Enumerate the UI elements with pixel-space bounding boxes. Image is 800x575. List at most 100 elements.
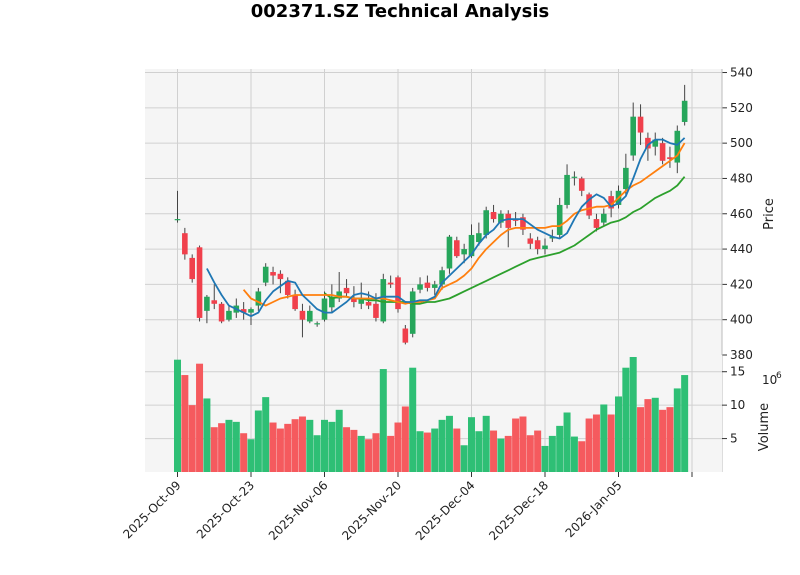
candle-body bbox=[608, 196, 614, 209]
volume-bar bbox=[379, 369, 387, 472]
candle-body bbox=[189, 257, 195, 280]
volume-bar bbox=[615, 396, 622, 472]
candle-body bbox=[174, 219, 181, 221]
volume-bar bbox=[651, 397, 659, 472]
volume-bar bbox=[254, 410, 262, 472]
volume-bar bbox=[276, 428, 284, 472]
volume-bar bbox=[174, 359, 181, 472]
volume-bar bbox=[306, 419, 314, 472]
volume-bar bbox=[497, 438, 505, 472]
candle-body bbox=[601, 213, 607, 223]
volume-bar bbox=[203, 398, 211, 472]
candle-body bbox=[667, 157, 673, 160]
volume-bar bbox=[394, 422, 402, 472]
candle-body bbox=[490, 212, 497, 220]
volume-bar bbox=[512, 418, 520, 472]
candle-body bbox=[483, 210, 489, 235]
volume-bar bbox=[475, 431, 483, 472]
candle-body bbox=[527, 238, 534, 244]
x-tick-label: 2025-Dec-18 bbox=[486, 478, 551, 543]
candle-body bbox=[358, 298, 365, 304]
price-tick-label: 460 bbox=[730, 207, 753, 221]
volume-bar bbox=[563, 412, 571, 472]
volume-exponent-base: 10 bbox=[762, 373, 777, 387]
volume-bar bbox=[622, 367, 630, 472]
candle-body bbox=[248, 309, 254, 313]
volume-bar bbox=[313, 435, 321, 472]
candle-body bbox=[498, 213, 504, 223]
volume-bar bbox=[592, 414, 600, 472]
volume-bar bbox=[372, 433, 380, 472]
candle-body bbox=[446, 236, 453, 269]
volume-bar bbox=[298, 416, 306, 472]
volume-bar bbox=[240, 433, 248, 472]
price-tick-label: 540 bbox=[730, 66, 753, 80]
volume-bar bbox=[534, 430, 542, 472]
volume-bar bbox=[387, 435, 395, 472]
price-tick-label: 440 bbox=[730, 242, 753, 256]
chart-title: 002371.SZ Technical Analysis bbox=[251, 1, 549, 22]
ma-long-line bbox=[323, 176, 686, 305]
candle-body bbox=[593, 219, 600, 228]
candle-body bbox=[468, 234, 475, 257]
volume-bar bbox=[416, 431, 424, 472]
candle-body bbox=[402, 328, 409, 343]
volume-bar bbox=[629, 357, 637, 472]
candle-body bbox=[586, 194, 592, 216]
candle-body bbox=[645, 137, 651, 149]
candle-body bbox=[439, 270, 445, 285]
candle-body bbox=[476, 233, 482, 243]
candle-body bbox=[270, 272, 276, 276]
volume-bar bbox=[343, 427, 351, 472]
candle-body bbox=[255, 291, 262, 306]
candle-body bbox=[674, 130, 681, 163]
candle-body bbox=[380, 279, 387, 322]
volume-bar bbox=[284, 423, 292, 472]
ma-mid-line bbox=[242, 142, 686, 307]
candle-body bbox=[277, 273, 284, 280]
candle-body bbox=[431, 284, 438, 288]
price-tick-label: 380 bbox=[730, 348, 753, 362]
candle-body bbox=[520, 217, 526, 230]
volume-bar bbox=[247, 439, 255, 472]
volume-axis-label: Volume bbox=[757, 403, 772, 451]
volume-bar bbox=[490, 430, 498, 472]
volume-bar bbox=[350, 429, 358, 472]
candle-body bbox=[226, 310, 232, 320]
candle-body bbox=[623, 167, 629, 190]
candle-body bbox=[454, 240, 460, 257]
candle-body bbox=[351, 298, 357, 303]
volume-bar bbox=[431, 428, 439, 472]
volume-bar bbox=[644, 399, 652, 472]
volume-bar bbox=[519, 416, 527, 472]
volume-bar bbox=[357, 435, 365, 472]
x-tick-label: 2025-Nov-20 bbox=[339, 478, 404, 543]
candle-body bbox=[292, 294, 298, 310]
candle-body bbox=[542, 245, 548, 250]
candle-body bbox=[556, 204, 563, 235]
volume-bar bbox=[637, 407, 645, 472]
volume-tick-label: 5 bbox=[730, 432, 738, 446]
volume-bar bbox=[269, 422, 277, 472]
x-tick-label: 2025-Dec-04 bbox=[413, 478, 478, 543]
candle-body bbox=[240, 309, 247, 313]
x-tick-label: 2025-Oct-23 bbox=[194, 478, 257, 541]
price-axis-label: Price bbox=[762, 198, 777, 230]
volume-bar bbox=[666, 407, 674, 472]
candle-body bbox=[387, 282, 394, 285]
volume-panel: 5 10 15 bbox=[145, 355, 745, 472]
x-axis: 2025-Oct-09 2025-Oct-23 2025-Nov-06 2025-No… bbox=[120, 472, 693, 543]
volume-bar bbox=[541, 445, 549, 472]
volume-bar bbox=[460, 445, 468, 472]
candle-body bbox=[630, 116, 636, 156]
volume-bar bbox=[482, 415, 490, 472]
volume-bar bbox=[504, 435, 512, 472]
candle-body bbox=[329, 296, 335, 308]
volume-bar bbox=[328, 421, 336, 472]
candle-body bbox=[336, 291, 342, 299]
volume-bar bbox=[556, 425, 564, 472]
volume-bar bbox=[291, 419, 299, 472]
volume-bar bbox=[232, 421, 240, 472]
volume-bar bbox=[225, 419, 233, 472]
